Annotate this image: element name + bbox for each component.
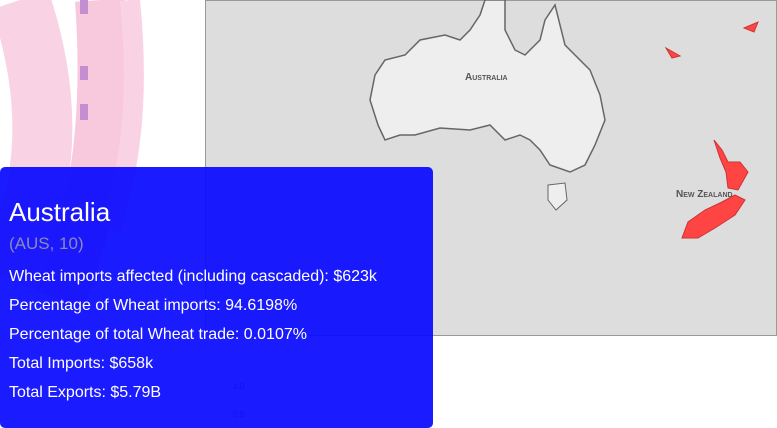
australia[interactable] <box>369 0 606 173</box>
country-label: New Zealand <box>676 189 733 200</box>
tooltip-line: Total Imports: $658k <box>9 355 154 372</box>
tooltip-line: Total Exports: $5.79B <box>9 384 162 401</box>
country-label: Australia <box>465 72 508 83</box>
tasmania[interactable] <box>547 182 568 211</box>
tooltip-line: Percentage of total Wheat trade: 0.0107% <box>9 326 307 343</box>
flow-markers <box>80 0 88 120</box>
new-zealand[interactable] <box>664 21 759 239</box>
tooltip-line: Percentage of Wheat imports: 94.6198% <box>9 297 298 314</box>
tooltip: Australia (AUS, 10) Wheat imports affect… <box>0 167 433 428</box>
tooltip-line: Wheat imports affected (including cascad… <box>9 268 377 285</box>
tooltip-title: Australia <box>9 197 111 227</box>
tooltip-subtitle: (AUS, 10) <box>9 234 84 253</box>
